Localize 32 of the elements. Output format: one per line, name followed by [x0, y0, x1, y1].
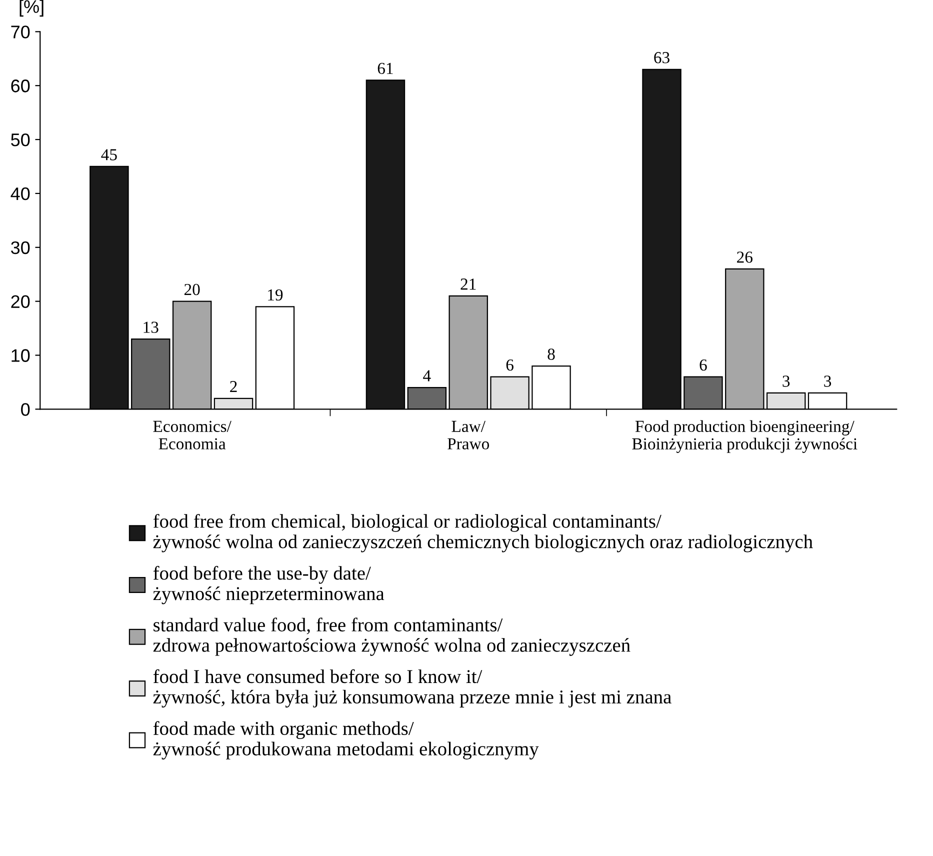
x-tick-label: Economics/ Economia	[153, 420, 232, 450]
legend-label: food made with organic methods/ żywność produkowana metodami ekologicznymy	[153, 721, 539, 760]
data-label: 21	[460, 278, 476, 290]
data-label: 4	[423, 370, 431, 382]
x-tick-label: Food production bioengineering/ Bioinżynieria produkcji żywności	[632, 420, 858, 453]
data-label: 45	[101, 149, 117, 160]
y-tick-label: 20	[11, 295, 30, 308]
y-tick-label: 60	[11, 80, 30, 92]
data-label: 6	[700, 359, 707, 371]
y-tick-label: 40	[10, 187, 30, 200]
data-label: 63	[654, 52, 670, 64]
data-label: 8	[548, 348, 555, 360]
data-label: 61	[378, 62, 393, 74]
data-label: 13	[144, 322, 158, 333]
y-axis-title: [%]	[20, 0, 44, 17]
data-label: 20	[184, 284, 200, 296]
y-tick-label: 10	[12, 349, 30, 362]
y-tick-label: 30	[11, 241, 30, 254]
data-label: 26	[737, 252, 752, 263]
x-tick-label: Law/ Prawo	[448, 420, 490, 450]
legend-label: standard value food, free from contaminants/ zdrowa pełnowartościowa żywność wolna od zanieczyszczeń	[153, 618, 630, 656]
legend-label: food free from chemical, biological or radiological contaminants/ żywność wolna od zanieczyszczeń chemicznych biologicznych oraz radiologicznych	[153, 514, 813, 552]
data-label: 6	[506, 359, 514, 371]
data-label: 19	[268, 289, 283, 301]
legend-label: food before the use-by date/ żywność nieprzeterminowana	[153, 566, 384, 604]
data-label: 3	[824, 376, 832, 387]
data-label: 3	[782, 376, 790, 387]
data-label: 2	[230, 381, 237, 392]
y-tick-label: 70	[11, 26, 30, 38]
y-tick-label: 0	[21, 403, 30, 416]
y-tick-label: 50	[11, 133, 30, 146]
legend-label: food I have consumed before so I know it/ żywność, która była już konsumowana przeze mnie i jest mi znana	[153, 669, 672, 708]
